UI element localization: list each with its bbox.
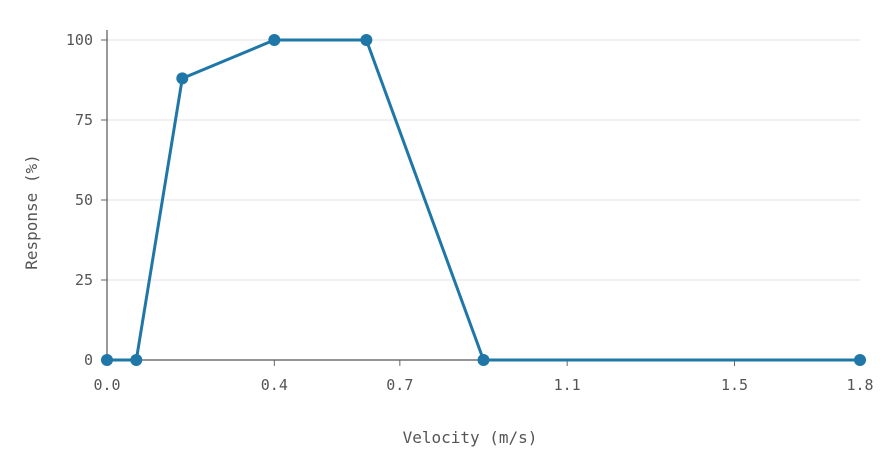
y-tick-label: 25: [75, 271, 93, 289]
x-tick-label: 1.1: [554, 376, 581, 394]
y-axis-label: Response (%): [22, 154, 41, 270]
x-tick-label: 0.4: [261, 376, 288, 394]
x-tick-label: 0.7: [386, 376, 413, 394]
data-point: [176, 72, 189, 85]
x-tick-label: 0.0: [93, 376, 120, 394]
x-tick-label: 1.8: [846, 376, 873, 394]
y-tick-label: 50: [75, 191, 93, 209]
data-point: [268, 34, 281, 46]
data-point: [854, 354, 866, 366]
y-tick-label: 0: [84, 351, 93, 369]
axes: [101, 30, 861, 366]
data-point: [101, 354, 113, 366]
tick-labels: 0 25 50 75 100 0.0 0.4 0.7 1.1 1.5 1.8: [66, 31, 874, 394]
x-tick-label: 1.5: [721, 376, 748, 394]
x-axis-label: Velocity (m/s): [403, 428, 538, 447]
series-layer: [101, 34, 866, 366]
y-tick-label: 100: [66, 31, 93, 49]
y-tick-label: 75: [75, 111, 93, 129]
data-point: [130, 354, 143, 366]
data-point: [360, 34, 373, 46]
grid-lines: [107, 39, 860, 281]
data-point: [477, 354, 490, 366]
